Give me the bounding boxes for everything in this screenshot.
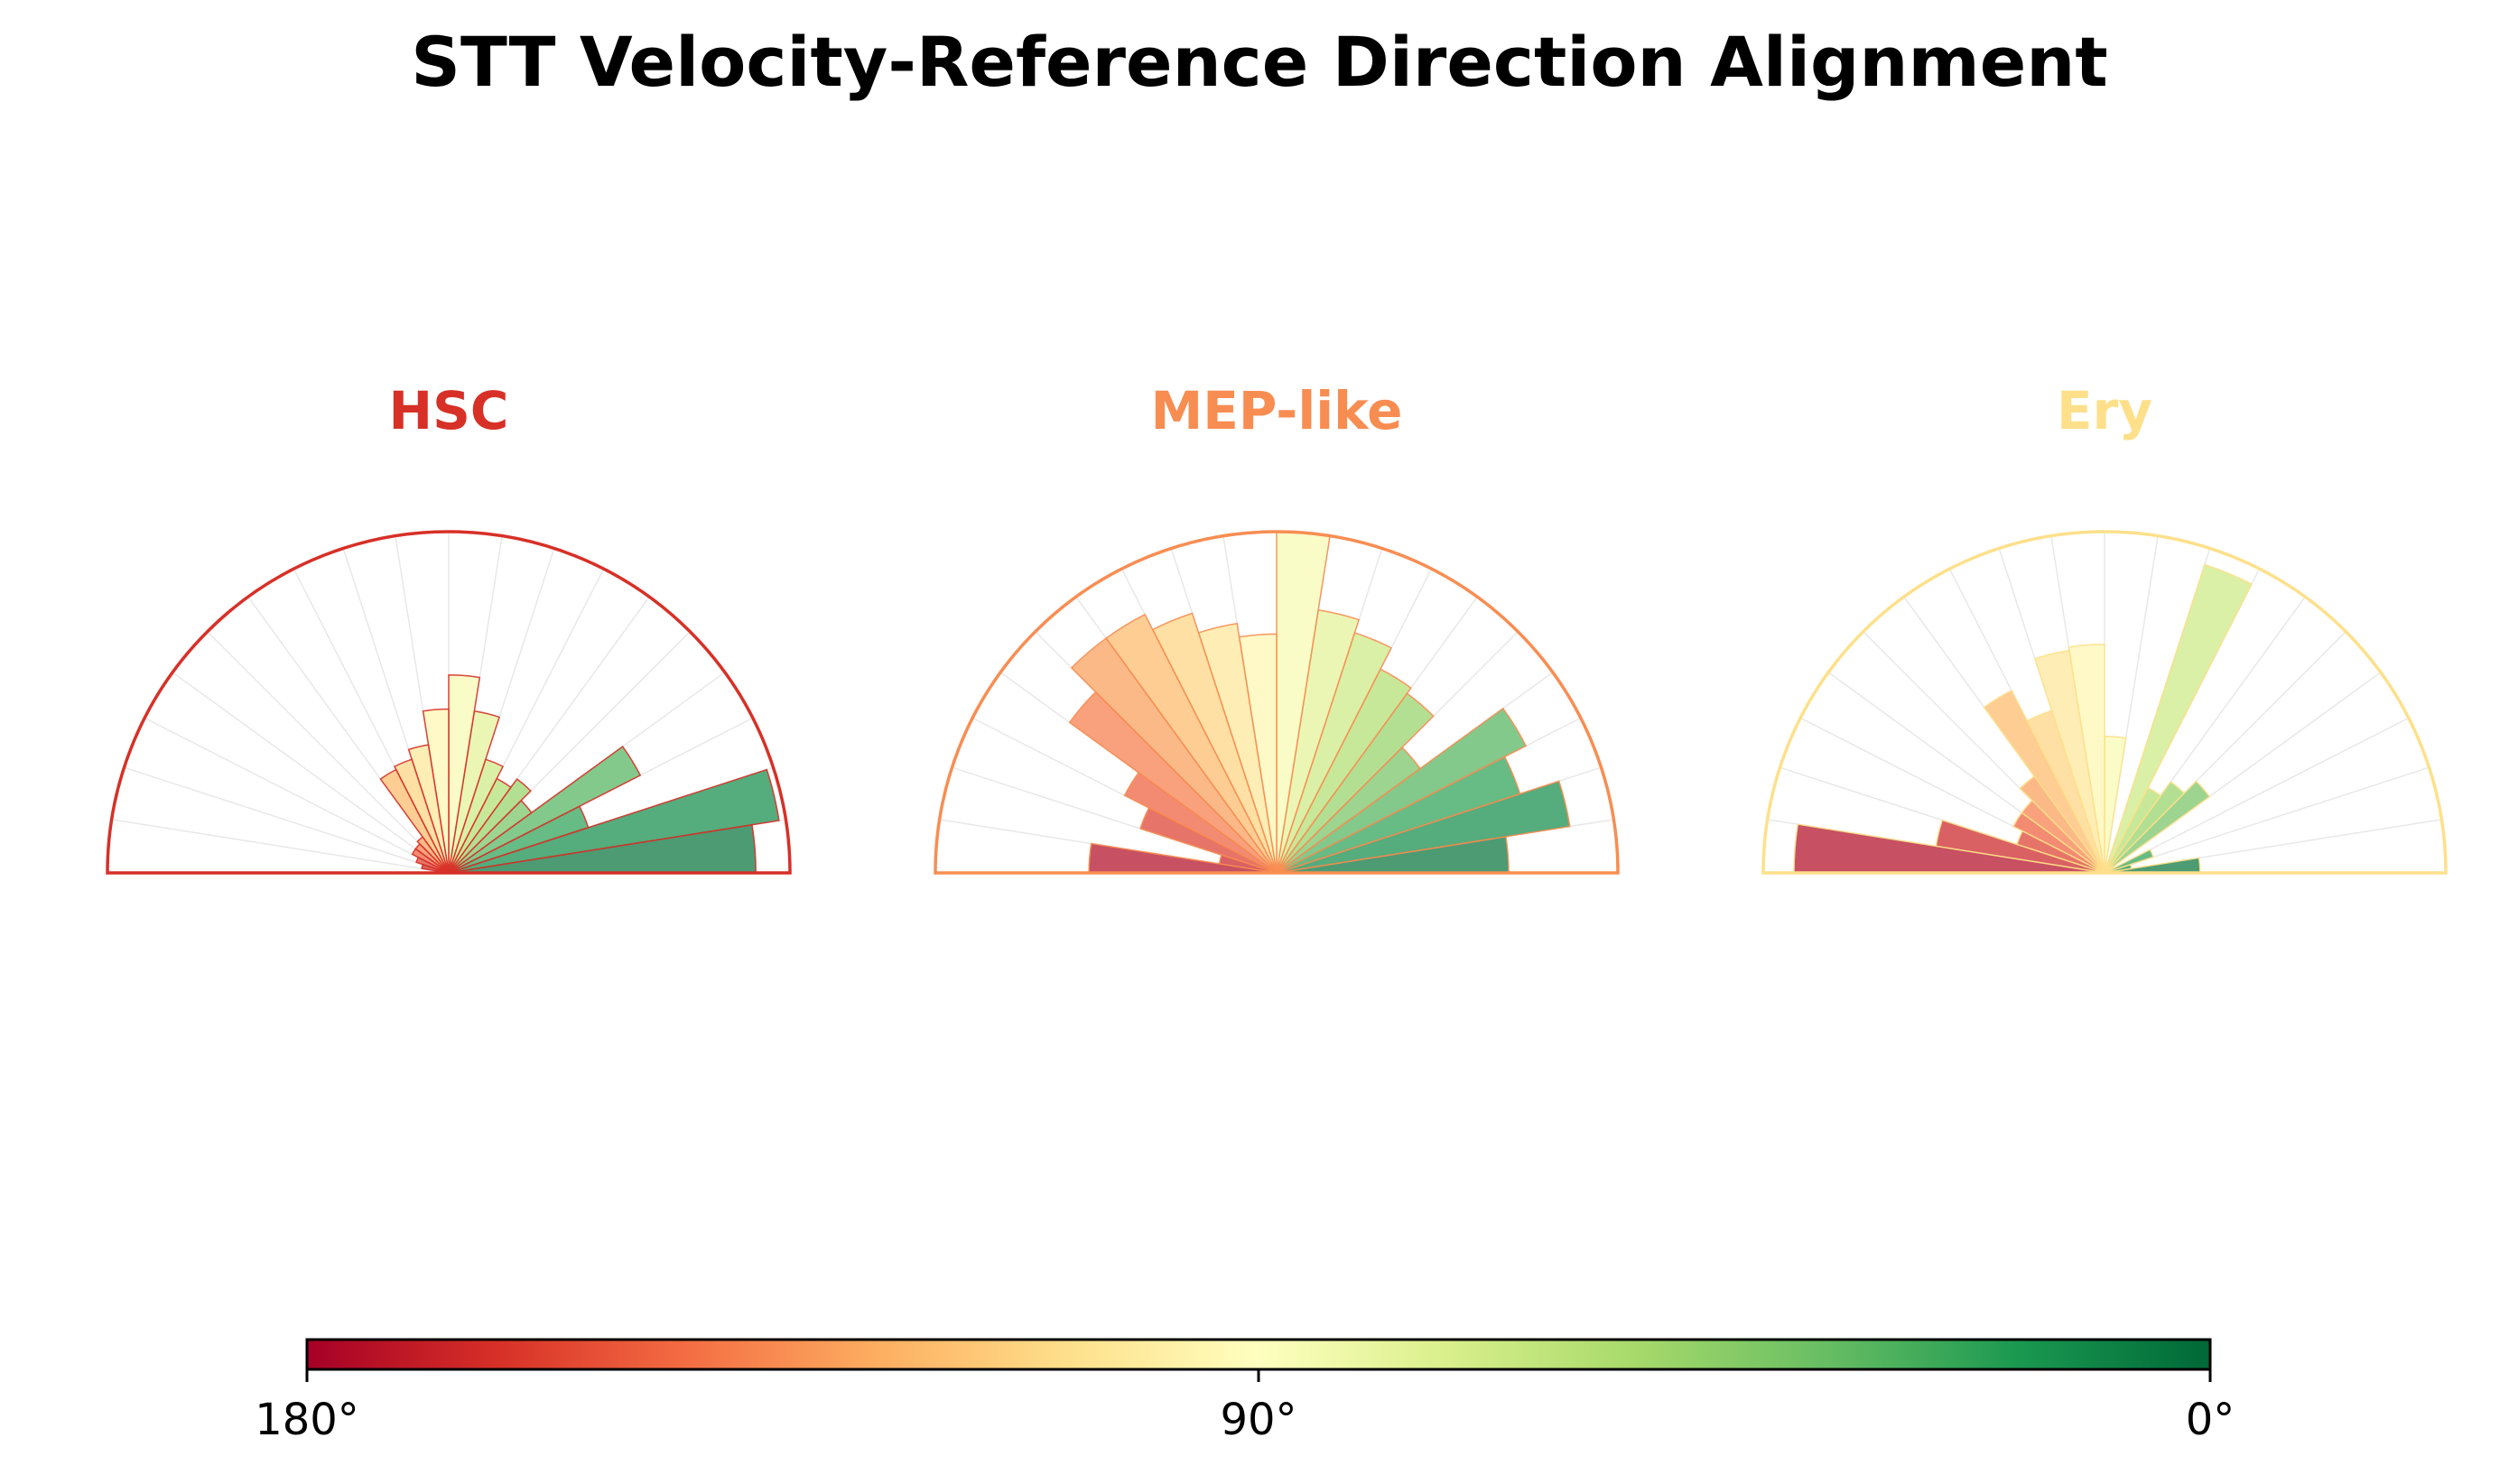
polar-panels: HSC MEP-like Ery [106,380,2448,875]
histogram-bar [448,777,532,874]
histogram-bar [379,768,450,874]
histogram-bar [411,848,450,874]
panel-title: MEP-like [1150,380,1402,441]
histogram-bar [1276,707,1528,874]
histogram-bar [1070,637,1278,874]
histogram-bar [393,758,450,874]
histogram-bar [2104,563,2253,874]
colorbar-tick-label: 90° [1220,1395,1296,1445]
histogram-bar [448,745,642,874]
panel-outline [1761,530,2448,875]
histogram-bar [1139,806,1278,874]
histogram-bar [448,768,780,874]
angular-gridline [172,672,450,874]
histogram-bar [415,856,450,874]
histogram-bar [2019,774,2105,874]
panel-title: HSC [389,380,509,441]
panel-outline [934,530,1620,875]
colorbar: 180° 90° 0° [255,1338,2235,1445]
angular-gridline [144,717,450,874]
colorbar-tick-label: 0° [2186,1395,2235,1445]
histogram-bar [421,863,450,874]
polar-panel-2: MEP-like [934,380,1620,875]
histogram-bar [2012,812,2105,874]
histogram-bar [2104,849,2154,874]
angular-gridline [2104,717,2410,874]
colorbar-tick-label: 180° [255,1395,359,1445]
histogram-bar [1276,780,1571,874]
colorbar-gradient [305,1338,2212,1371]
histogram-bar [2104,781,2186,874]
angular-gridline [124,766,450,874]
panel-outline [106,530,792,875]
angular-gridline [2104,766,2430,874]
angular-gridline [111,819,450,874]
angular-gridline [207,631,450,874]
panel-title: Ery [2057,380,2152,441]
histogram-bar [416,836,450,874]
figure-title: STT Velocity-Reference Direction Alignme… [411,22,2107,102]
histogram-bar [2104,780,2211,874]
histogram-bar [448,674,481,874]
histogram-bar [1068,691,1278,874]
polar-panel-1: HSC [106,380,792,875]
polar-panel-3: Ery [1761,380,2448,875]
histogram-bar [1983,689,2105,874]
histogram-bar [1123,771,1278,874]
